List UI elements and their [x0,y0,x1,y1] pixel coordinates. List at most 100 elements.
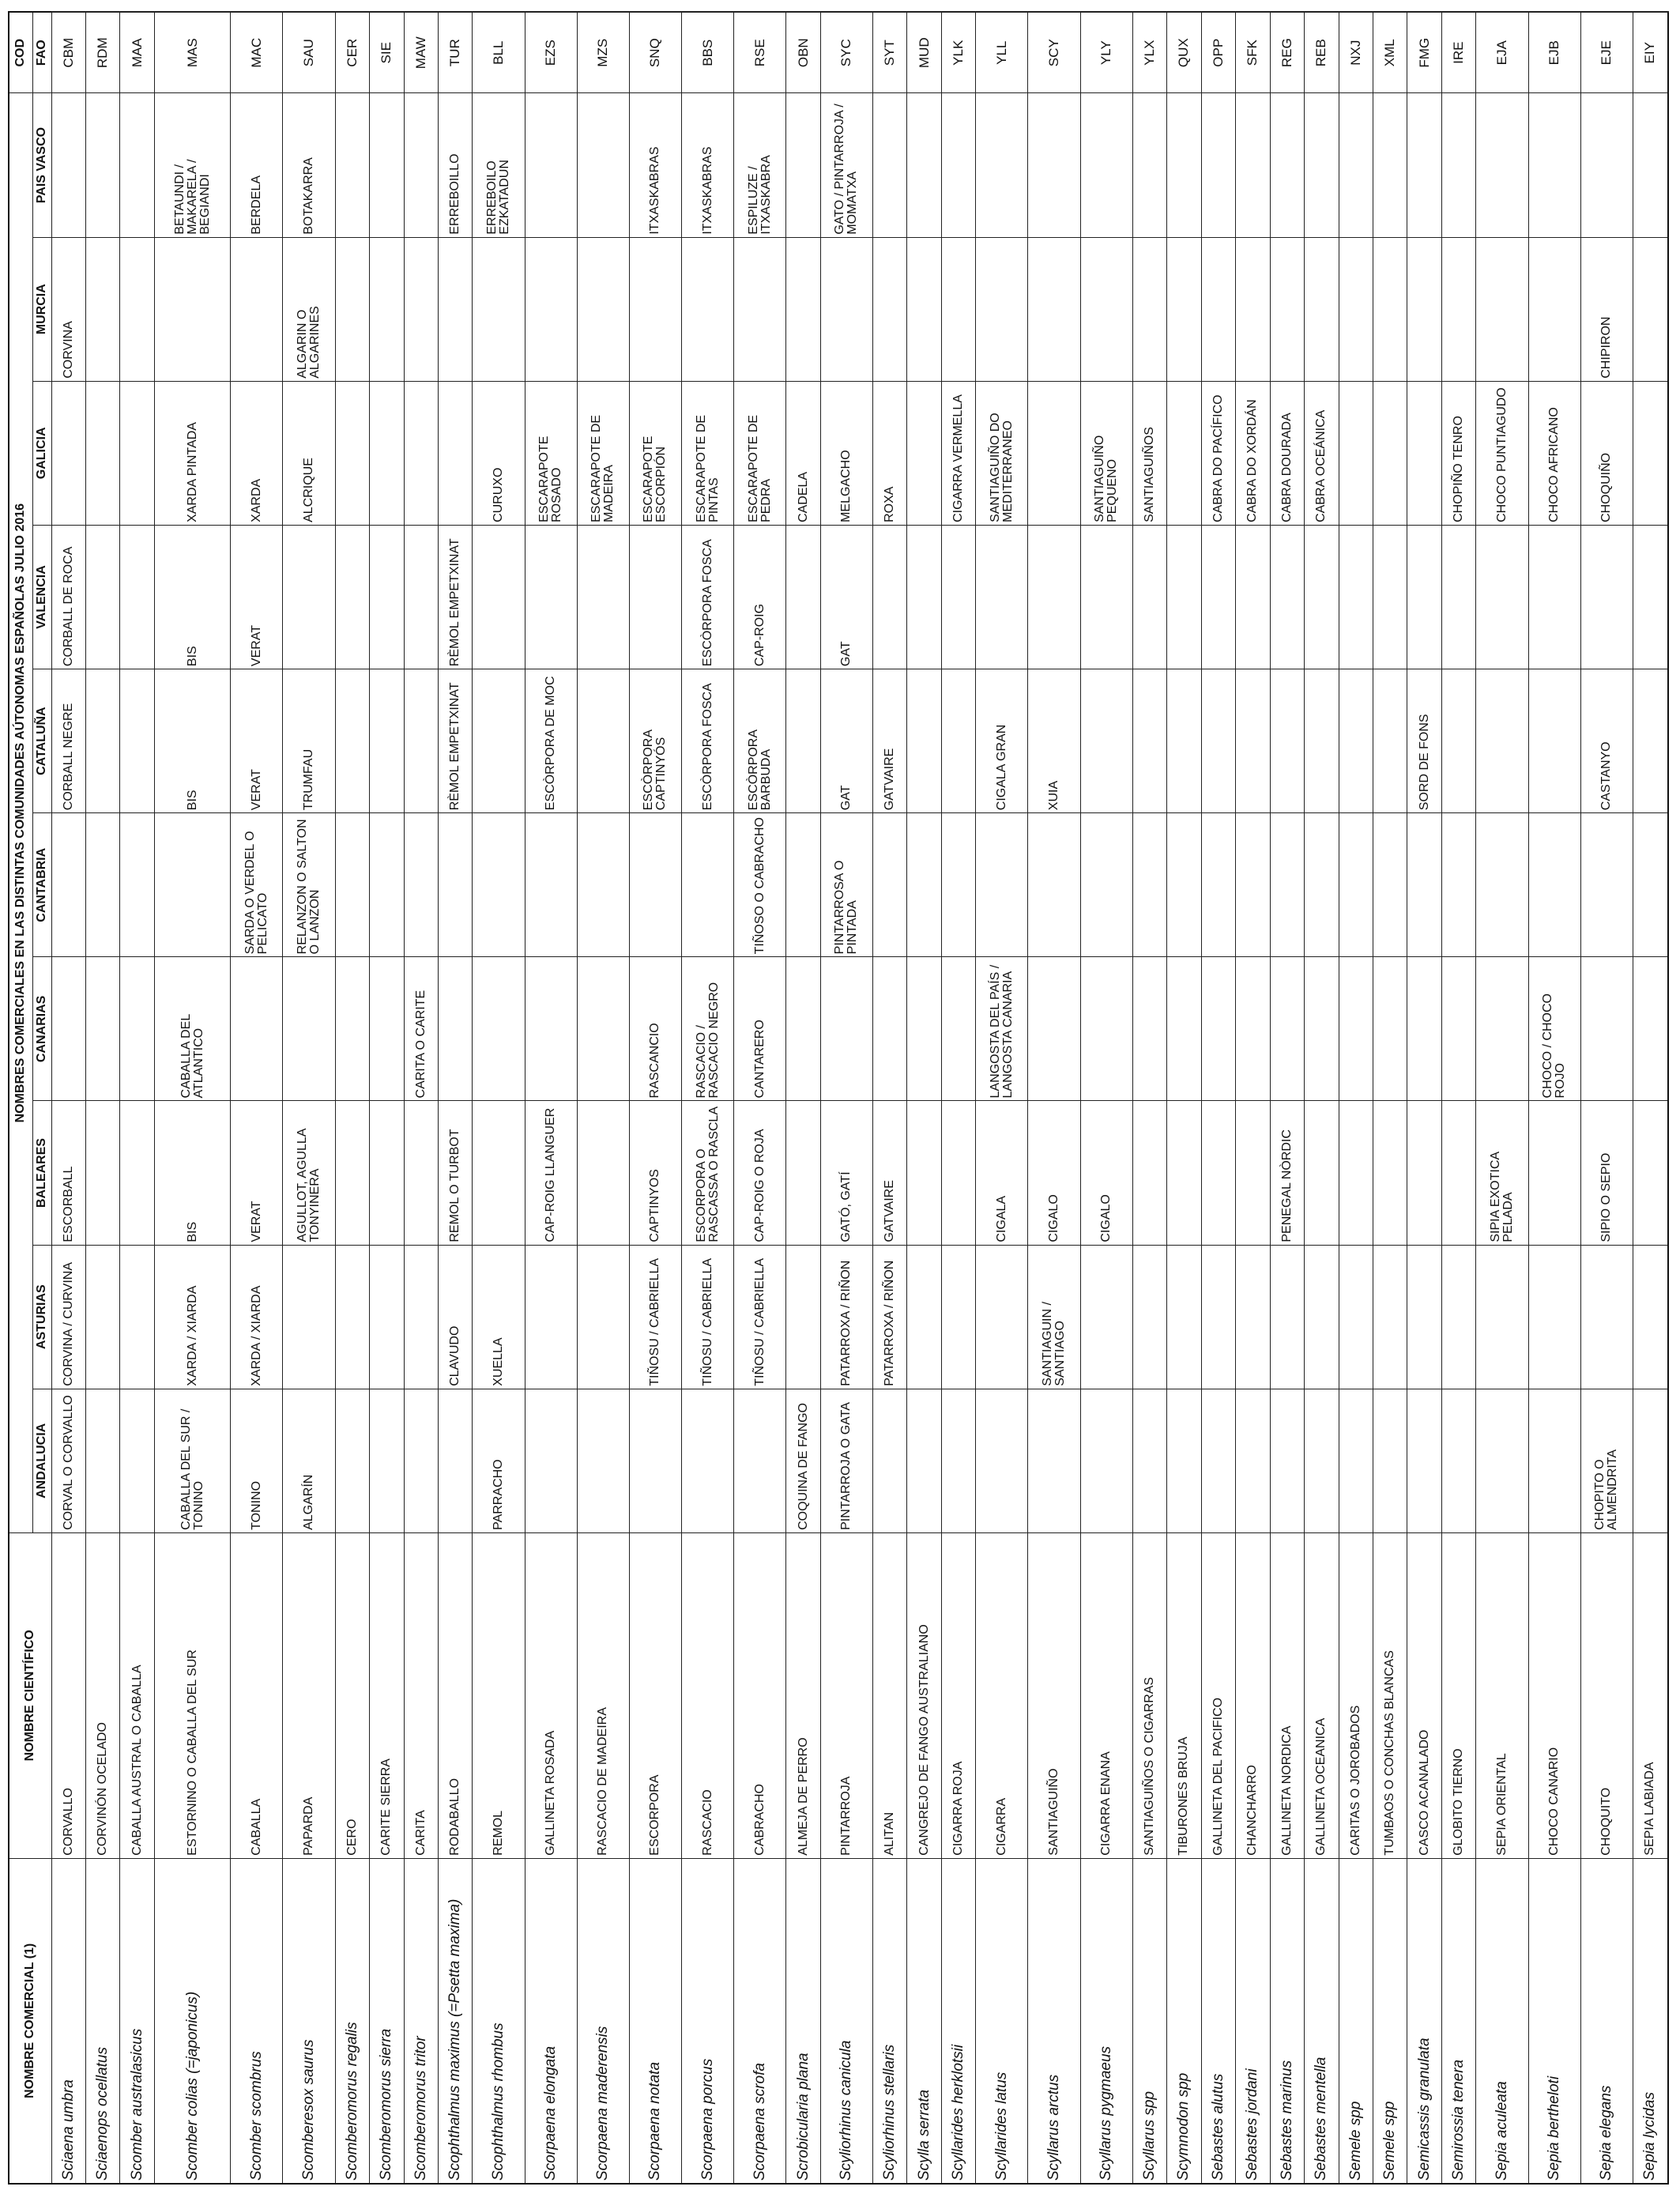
region-name-cell [1441,669,1476,813]
region-name-cell [1304,956,1339,1101]
region-name-cell [906,381,942,526]
region-name-cell [1235,237,1271,382]
region-name-cell: CORVINA / CURVINA [51,1245,86,1389]
region-name-cell [404,812,439,957]
commercial-name-cell: Scyllarus arctus [1027,1858,1081,2184]
table-row: Sepia aculeata SEPIA ORIENTAL SIPIA EXOTIC… [1475,12,1529,2184]
region-name-cell [785,669,821,813]
region-name-cell [1339,1245,1373,1389]
region-name-cell [681,237,734,382]
region-name-cell: BIS [154,525,231,669]
region-name-cell [369,812,405,957]
region-name-cell [472,669,525,813]
region-name-cell [1339,525,1373,669]
region-name-cell: ESCARAPOTE ESCORPIÓN [629,381,682,526]
region-name-cell [369,669,405,813]
region-name-cell [629,525,682,669]
region-name-cell [1633,812,1668,957]
region-name-cell [1580,92,1633,238]
region-name-cell [1132,1245,1167,1389]
scientific-name-cell: SEPIA LABIADA [1633,1532,1668,1859]
region-name-cell [1132,956,1167,1101]
region-name-cell [1304,1245,1339,1389]
region-name-cell [119,956,155,1101]
region-name-cell [230,237,283,382]
region-name-cell [1270,237,1305,382]
fao-code-cell: RDM [85,12,120,93]
region-name-cell [1235,1245,1271,1389]
region-name-cell [369,92,405,238]
region-header: CANARIAS [32,956,51,1101]
fao-code-cell: NXJ [1339,12,1373,93]
region-name-cell [733,237,786,382]
region-name-cell [1235,1389,1271,1533]
region-name-cell: CANTARERO [733,956,786,1101]
region-name-cell [1407,1245,1442,1389]
region-name-cell [1528,237,1581,382]
table-row: Scyllarides latus CIGARRA CIGALA LANGOSTA D… [975,12,1028,2184]
region-name-cell [282,1245,336,1389]
region-name-cell [733,1389,786,1533]
region-name-cell: CIGALA [975,1100,1028,1246]
region-name-cell: SIPIO O SEPIO [1580,1100,1633,1246]
region-name-cell [1633,237,1668,382]
region-name-cell [1633,525,1668,669]
region-name-cell [872,1389,907,1533]
commercial-name-cell: Scyllarus pygmaeus [1080,1858,1133,2184]
region-name-cell [1633,1100,1668,1246]
header-cod: COD [9,12,32,93]
region-name-cell [1580,812,1633,957]
region-name-cell [1441,1389,1476,1533]
region-name-cell [941,92,976,238]
region-name-cell: CURUXO [472,381,525,526]
commercial-name-cell: Scyliorhinus canicula [820,1858,873,2184]
table-row: Sepia elegans CHOQUITO CHOPITO O ALMENDRIT… [1580,12,1633,2184]
region-name-cell [1528,525,1581,669]
scientific-name-cell: CABALLA AUSTRAL O CABALLA [119,1532,155,1859]
region-name-cell: XARDA [230,381,283,526]
region-name-cell: GAT [820,669,873,813]
region-name-cell [785,812,821,957]
fao-code-cell: MZS [577,12,630,93]
region-name-cell [1166,812,1202,957]
region-name-cell: ESCÒRPORA CAPTINYÓS [629,669,682,813]
region-name-cell [438,812,473,957]
region-name-cell [1235,956,1271,1101]
commercial-name-cell: Semele spp [1373,1858,1407,2184]
region-name-cell [941,956,976,1101]
region-name-cell: RÈMOL EMPETXINAT [438,669,473,813]
region-name-cell [629,812,682,957]
region-name-cell [1080,92,1133,238]
region-name-cell [906,812,942,957]
commercial-name-cell: Scyliorhinus stellaris [872,1858,907,2184]
scientific-name-cell: CIGARRA ROJA [941,1532,976,1859]
scientific-name-cell: ALMEJA DE PERRO [785,1532,821,1859]
scientific-name-cell: SANTIAGUIÑO [1027,1532,1081,1859]
table-row: Scomberomorus sierra CARITE SIERRA SIE [369,12,405,2184]
fao-code-cell: EJA [1475,12,1529,93]
region-name-cell [1528,92,1581,238]
region-name-cell [472,1100,525,1246]
region-name-cell [404,1100,439,1246]
table-row: Scorpaena notata ESCORPORA TIÑOSU / CABRIE… [629,12,682,2184]
region-name-cell [1407,525,1442,669]
region-name-cell: REMOL O TURBOT [438,1100,473,1246]
region-name-cell [1633,92,1668,238]
region-name-cell: CLAVUDO [438,1245,473,1389]
region-name-cell [85,237,120,382]
region-name-cell [404,237,439,382]
region-name-cell: CHIPIRON [1580,237,1633,382]
region-name-cell: ROXA [872,381,907,526]
region-name-cell [1166,1245,1202,1389]
region-name-cell [577,812,630,957]
commercial-name-cell: Scylla serrata [906,1858,942,2184]
region-name-cell: BOTAKARRA [282,92,336,238]
region-name-cell [525,956,578,1101]
fao-code-cell: BBS [681,12,734,93]
region-name-cell [629,237,682,382]
commercial-name-cell: Scomberomorus regalis [335,1858,370,2184]
region-name-cell [1080,1389,1133,1533]
region-name-cell [1339,1389,1373,1533]
table-row: Scomberomorus tritor CARITA CARITA O CARIT… [404,12,439,2184]
region-name-cell: CORBALL NEGRE [51,669,86,813]
